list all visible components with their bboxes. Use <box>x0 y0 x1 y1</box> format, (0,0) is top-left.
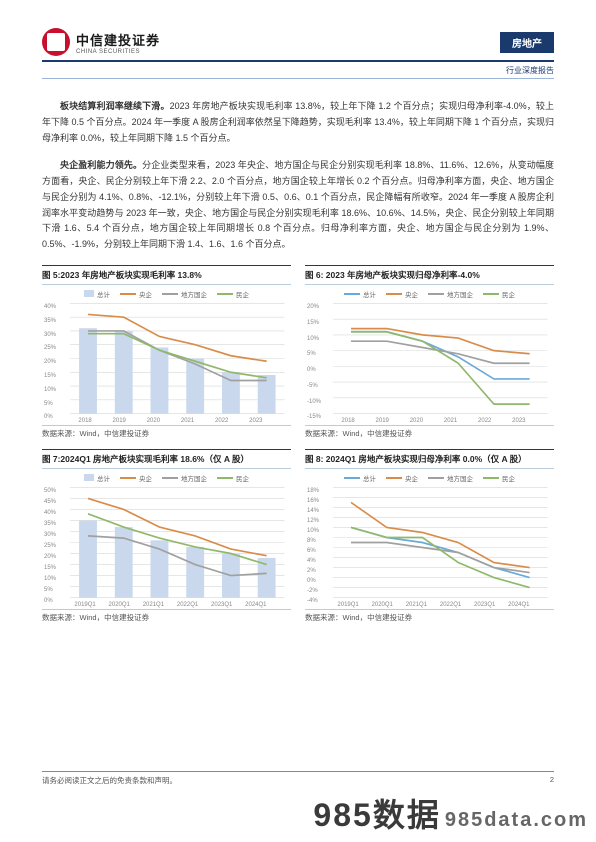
page-number: 2 <box>550 775 554 786</box>
logo-text-cn: 中信建投证券 <box>76 30 160 49</box>
watermark: 985数据 985data.com <box>313 790 588 836</box>
chart-7: 图 7:2024Q1 房地产板块实现毛利率 18.6%（仅 A 股） 总计央企地… <box>42 449 291 623</box>
paragraph-1: 板块结算利润率继续下滑。2023 年房地产板块实现毛利率 13.8%，较上年下降… <box>42 99 554 146</box>
chart5-source: 数据来源：Wind，中信建投证券 <box>42 425 291 439</box>
logo: 中信建投证券 CHINA SECURITIES <box>42 28 160 56</box>
body-text: 板块结算利润率继续下滑。2023 年房地产板块实现毛利率 13.8%，较上年下降… <box>42 99 554 253</box>
chart8-title: 图 8: 2024Q1 房地产板块实现归母净利率 0.0%（仅 A 股） <box>305 449 554 469</box>
chart8-source: 数据来源：Wind，中信建投证券 <box>305 609 554 623</box>
sector-tag: 房地产 <box>500 32 554 53</box>
footer: 请务必阅读正文之后的免责条款和声明。 2 <box>42 771 554 786</box>
logo-text-en: CHINA SECURITIES <box>76 49 160 55</box>
chart-8: 图 8: 2024Q1 房地产板块实现归母净利率 0.0%（仅 A 股） 总计央… <box>305 449 554 623</box>
page-header: 中信建投证券 CHINA SECURITIES 房地产 <box>42 28 554 62</box>
chart5-title: 图 5:2023 年房地产板块实现毛利率 13.8% <box>42 265 291 285</box>
logo-icon <box>42 28 70 56</box>
chart-6: 图 6: 2023 年房地产板块实现归母净利率-4.0% 总计央企地方国企民企2… <box>305 265 554 439</box>
watermark-domain: 985data.com <box>445 809 588 832</box>
chart6-source: 数据来源：Wind，中信建投证券 <box>305 425 554 439</box>
p1-bold: 板块结算利润率继续下滑。 <box>60 101 170 111</box>
report-type: 行业深度报告 <box>42 65 554 79</box>
p2-bold: 央企盈利能力领先。 <box>60 160 142 170</box>
chart7-title: 图 7:2024Q1 房地产板块实现毛利率 18.6%（仅 A 股） <box>42 449 291 469</box>
p2-rest: 分企业类型来看，2023 年央企、地方国企与民企分别实现毛利率 18.8%、11… <box>42 160 554 249</box>
chart-5: 图 5:2023 年房地产板块实现毛利率 13.8% 总计央企地方国企民企201… <box>42 265 291 439</box>
paragraph-2: 央企盈利能力领先。分企业类型来看，2023 年央企、地方国企与民企分别实现毛利率… <box>42 158 554 253</box>
chart6-title: 图 6: 2023 年房地产板块实现归母净利率-4.0% <box>305 265 554 285</box>
disclaimer: 请务必阅读正文之后的免责条款和声明。 <box>42 775 177 786</box>
chart7-source: 数据来源：Wind，中信建投证券 <box>42 609 291 623</box>
watermark-main: 985数据 <box>313 790 440 836</box>
